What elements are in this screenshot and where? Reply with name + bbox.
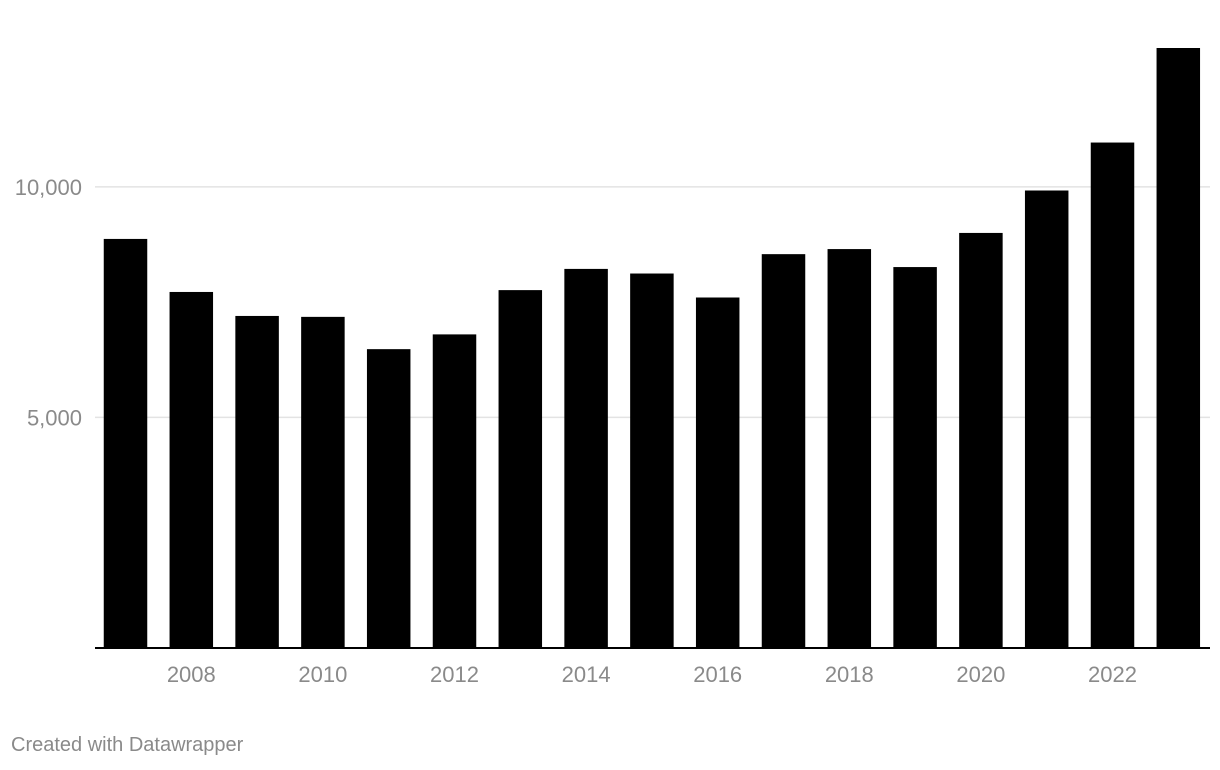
x-tick-label: 2016 [693, 662, 742, 687]
y-tick-label: 10,000 [15, 175, 82, 200]
y-axis-labels: 5,000 10,000 [15, 175, 82, 431]
bar-2008 [169, 291, 214, 648]
bar-2015 [630, 273, 674, 648]
datawrapper-credit: Created with Datawrapper [11, 734, 244, 756]
bar-2014 [564, 268, 608, 648]
x-tick-label: 2012 [430, 662, 479, 687]
bar-2009 [235, 315, 279, 648]
bar-2021 [1024, 190, 1069, 648]
bar-2018 [827, 249, 872, 648]
x-tick-label: 2010 [298, 662, 347, 687]
x-axis-labels: 2008 2010 2012 2014 2016 2018 2020 2022 [167, 662, 1137, 687]
x-tick-label: 2020 [956, 662, 1005, 687]
bar-2023 [1156, 48, 1201, 648]
bar-2020 [959, 232, 1003, 648]
bar-2012 [432, 334, 477, 648]
x-tick-label: 2014 [562, 662, 611, 687]
bar-2013 [498, 290, 543, 648]
bar-2011 [366, 349, 411, 648]
bar-2010 [301, 316, 345, 648]
x-tick-label: 2018 [825, 662, 874, 687]
x-tick-label: 2022 [1088, 662, 1137, 687]
bar-2016 [695, 297, 740, 648]
x-tick-label: 2008 [167, 662, 216, 687]
bar-2022 [1090, 142, 1135, 648]
bar-2007 [103, 238, 148, 648]
bar-2017 [761, 254, 806, 648]
bar-2019 [893, 267, 937, 648]
bars [103, 48, 1201, 648]
y-tick-label: 5,000 [27, 405, 82, 430]
bar-chart: 5,000 10,000 2008 2010 2012 2014 2016 2018 2020… [15, 48, 1210, 687]
